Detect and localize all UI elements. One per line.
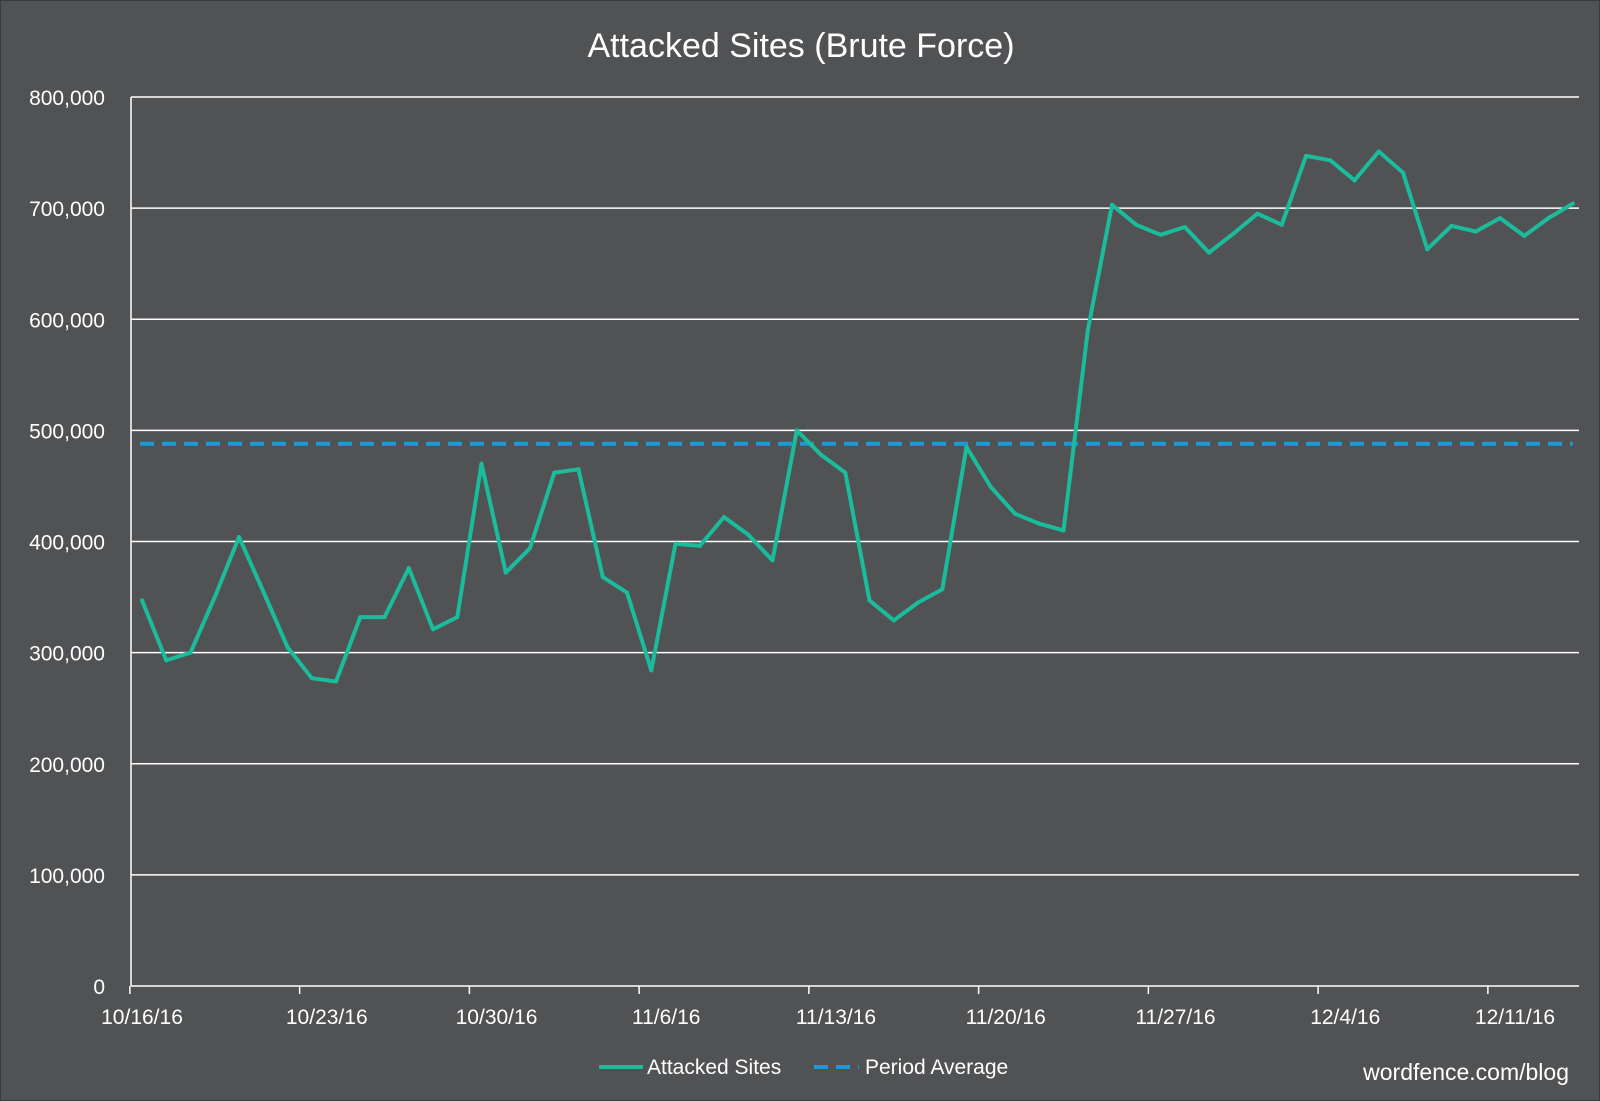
- data-point: [722, 515, 726, 520]
- data-point: [1207, 250, 1211, 255]
- data-point: [988, 485, 993, 490]
- x-tick-label: 11/6/16: [632, 1006, 701, 1029]
- data-point: [1085, 328, 1090, 333]
- y-tick-label: 400,000: [29, 532, 105, 555]
- data-point: [1304, 153, 1308, 158]
- y-tick-label: 800,000: [29, 87, 105, 110]
- data-point: [358, 615, 363, 620]
- x-tick-label: 11/13/16: [796, 1006, 876, 1029]
- data-point: [140, 598, 144, 603]
- data-point: [334, 679, 338, 684]
- data-point: [746, 532, 751, 537]
- data-point: [770, 558, 775, 563]
- series-layer: [140, 149, 1575, 684]
- data-point: [503, 570, 508, 575]
- data-point: [697, 543, 702, 548]
- data-point: [1401, 170, 1405, 175]
- y-tick-label: 200,000: [29, 754, 105, 777]
- data-point: [1110, 202, 1114, 207]
- data-point: [576, 467, 581, 472]
- data-point: [1255, 211, 1260, 216]
- data-point: [1328, 158, 1333, 163]
- data-point: [188, 650, 193, 655]
- x-axis: 10/16/16 10/23/16 10/30/16 11/6/16 11/13/16 1…: [101, 985, 1579, 1029]
- data-point: [1425, 247, 1430, 252]
- series-line-attacked-sites: [140, 149, 1575, 684]
- chart-title: Attacked Sites (Brute Force): [587, 27, 1014, 65]
- data-point: [1037, 521, 1042, 526]
- data-point: [794, 428, 799, 433]
- data-point: [479, 461, 484, 466]
- data-point: [891, 618, 896, 623]
- legend-label-attacked-sites: Attacked Sites: [647, 1056, 781, 1079]
- y-tick-label: 500,000: [29, 420, 105, 443]
- data-point: [1134, 222, 1139, 227]
- data-point: [285, 645, 290, 650]
- data-point: [1061, 528, 1066, 533]
- data-point: [528, 546, 532, 551]
- data-point: [1570, 201, 1575, 206]
- data-point: [1449, 223, 1454, 228]
- y-tick-label: 0: [93, 976, 105, 999]
- x-tick-label: 10/23/16: [286, 1006, 368, 1029]
- y-tick-label: 600,000: [29, 309, 105, 332]
- data-point: [1498, 216, 1502, 221]
- data-point: [819, 452, 823, 457]
- x-tick-label: 12/4/16: [1310, 1006, 1380, 1029]
- data-point: [1546, 216, 1551, 221]
- data-point: [261, 589, 266, 594]
- data-point: [406, 566, 411, 571]
- y-tick-label: 300,000: [29, 643, 105, 666]
- data-point: [916, 600, 920, 605]
- data-point: [552, 470, 557, 475]
- data-point: [237, 535, 241, 540]
- y-tick-label: 700,000: [29, 198, 105, 221]
- data-point: [164, 658, 169, 663]
- data-point: [212, 595, 217, 600]
- data-point: [431, 627, 435, 632]
- data-point: [867, 598, 872, 603]
- y-axis: 0 100,000 200,000 300,000 400,000 500,000 600,…: [29, 87, 132, 999]
- data-point: [1352, 178, 1357, 183]
- data-point: [940, 587, 945, 592]
- data-point: [1013, 511, 1017, 516]
- watermark-text: wordfence.com/blog: [1362, 1059, 1569, 1085]
- data-point: [649, 668, 654, 673]
- data-point: [1279, 222, 1284, 227]
- data-point: [1158, 232, 1163, 237]
- x-tick-label: 10/30/16: [456, 1006, 538, 1029]
- data-point: [1231, 231, 1236, 236]
- x-tick-label: 11/20/16: [966, 1006, 1046, 1029]
- data-point: [1473, 229, 1478, 234]
- data-point: [455, 615, 460, 620]
- x-tick-label: 11/27/16: [1135, 1006, 1215, 1029]
- y-tick-label: 100,000: [29, 865, 105, 888]
- data-point: [600, 575, 605, 580]
- data-point: [964, 445, 969, 450]
- data-point: [843, 470, 848, 475]
- x-tick-label: 10/16/16: [101, 1006, 183, 1029]
- data-point: [1522, 233, 1527, 238]
- legend-label-period-average: Period Average: [865, 1056, 1008, 1079]
- grid-lines: [131, 96, 1579, 876]
- data-point: [382, 615, 387, 620]
- x-tick-label: 12/11/16: [1475, 1006, 1555, 1029]
- data-point: [673, 541, 678, 546]
- legend: Attacked Sites Period Average: [599, 1056, 1008, 1079]
- data-point: [625, 590, 629, 595]
- data-point: [1182, 225, 1187, 230]
- data-point: [1376, 149, 1381, 154]
- data-point: [309, 676, 314, 681]
